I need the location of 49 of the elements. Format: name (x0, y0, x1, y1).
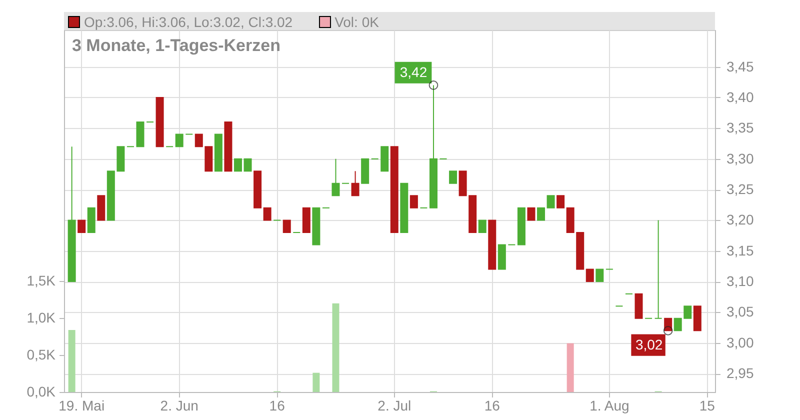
y-tick-label: 3,20 (726, 212, 754, 228)
x-tick-label: 16 (269, 398, 286, 414)
candlestick (410, 195, 418, 208)
x-tick-label: 1. Aug (590, 398, 630, 414)
candlestick (537, 207, 546, 221)
candlestick (556, 195, 565, 208)
x-tick-label: 15 (699, 398, 716, 414)
candlestick (596, 268, 604, 282)
x-tick-label: 2. Jun (160, 398, 198, 414)
x-tick-label: 16 (484, 398, 500, 414)
candlestick (175, 134, 184, 148)
y2-tick-label: 1,5K (26, 272, 56, 289)
y-tick-label: 2,95 (726, 365, 754, 382)
candlestick (244, 158, 252, 172)
candlestick (586, 268, 594, 282)
y-tick-label: 3,15 (726, 242, 754, 258)
y-tick-label: 3,35 (726, 120, 754, 136)
y2-tick-label: 0,5K (26, 346, 56, 363)
candlestick (332, 158, 340, 196)
y-tick-label: 3,25 (726, 181, 754, 198)
text: Op:3.06, Hi:3.06, Lo:3.02, Cl:3.02 (84, 14, 293, 30)
x-tick-label: 19. Mai (58, 398, 105, 414)
candlestick (478, 220, 486, 233)
candlestick (78, 220, 86, 233)
candlestick (282, 220, 291, 233)
candlestick (263, 207, 272, 221)
bar (566, 343, 574, 392)
y-tick-label: 3,10 (726, 273, 754, 290)
y-tick-label: 3,40 (726, 88, 754, 105)
candlestick (449, 170, 458, 184)
annotation: 3,02 (635, 336, 663, 353)
candlestick (351, 170, 360, 196)
bar (312, 372, 320, 392)
y-tick-label: 3,30 (726, 150, 754, 166)
candlestick (546, 195, 555, 208)
candlestick (234, 158, 242, 172)
chart-title: 3 Monate, 1-Tages-Kerzen (72, 36, 280, 56)
y-tick-label: 3,00 (726, 334, 754, 350)
candlestick (527, 207, 536, 221)
candlestick (654, 220, 662, 319)
bar (68, 330, 76, 392)
annotation: 3,42 (400, 64, 428, 80)
y2-tick-label: 0,0K (26, 384, 56, 400)
x-tick-label: 2. Jul (378, 398, 412, 414)
y2-tick-label: 1,0K (26, 310, 56, 326)
y-tick-label: 3,45 (726, 58, 754, 74)
bar (332, 303, 340, 392)
y-tick-label: 3,05 (726, 304, 754, 320)
text: Vol: 0K (334, 14, 379, 30)
